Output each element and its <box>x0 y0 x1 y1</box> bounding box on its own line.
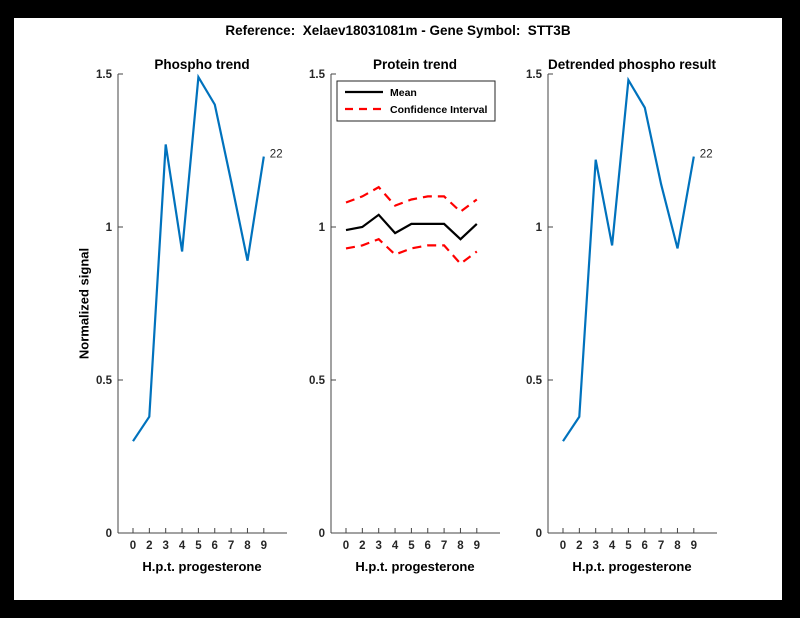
x-tick-label: 8 <box>674 540 681 552</box>
series-phospho-signal <box>132 73 265 442</box>
x-tick-label: 2 <box>359 540 365 552</box>
x-tick-label: 4 <box>179 540 186 552</box>
figure-title: Reference: Xelaev18031081m - Gene Symbol… <box>225 23 571 38</box>
y-tick-label: 1 <box>106 222 113 234</box>
x-tick-label: 8 <box>244 540 251 552</box>
legend-box <box>336 80 496 122</box>
x-tick-label: 5 <box>625 540 632 552</box>
x-tick-label: 5 <box>195 540 202 552</box>
x-tick-label: 5 <box>408 540 415 552</box>
subplot-detrended-title: Detrended phospho result <box>547 57 716 72</box>
x-tick-label: 2 <box>576 540 582 552</box>
series-confidence-interval-upper <box>345 185 478 214</box>
x-tick-label: 6 <box>642 540 648 552</box>
x-tick-label: 7 <box>658 540 664 552</box>
series-detrended-phospho-signal <box>562 76 695 442</box>
x-tick-label: 4 <box>609 540 616 552</box>
y-tick-label: 1.5 <box>96 69 113 81</box>
x-tick-label: 2 <box>146 540 152 552</box>
y-tick-label: 1 <box>319 222 326 234</box>
x-tick-label: 7 <box>228 540 234 552</box>
y-tick-label: 1.5 <box>309 69 326 81</box>
legend-label: Confidence Interval <box>390 104 488 116</box>
y-tick-label: 0.5 <box>309 375 326 387</box>
endpoint-label: 22 <box>700 149 713 161</box>
x-tick-label: 7 <box>441 540 447 552</box>
y-tick-label: 0 <box>319 528 325 540</box>
x-tick-label: 9 <box>261 540 267 552</box>
subplot-protein-trend-title: Protein trend <box>372 57 457 72</box>
series-mean <box>345 213 478 241</box>
x-axis-label-protein: H.p.t. progesterone <box>355 559 475 574</box>
y-tick-label: 1 <box>536 222 543 234</box>
x-tick-label: 3 <box>162 540 168 552</box>
x-tick-label: 0 <box>560 540 566 552</box>
x-tick-label: 3 <box>592 540 598 552</box>
y-tick-label: 0 <box>536 528 542 540</box>
y-tick-label: 0 <box>106 528 112 540</box>
figure-canvas: Reference: Xelaev18031081m - Gene Symbol… <box>14 18 782 600</box>
x-tick-label: 0 <box>130 540 136 552</box>
endpoint-label: 22 <box>270 149 283 161</box>
x-tick-label: 3 <box>375 540 381 552</box>
x-tick-label: 6 <box>212 540 218 552</box>
x-tick-label: 4 <box>392 540 399 552</box>
subplot-phospho-trend-title: Phospho trend <box>154 57 250 72</box>
series-confidence-interval-lower <box>345 237 478 266</box>
legend-label: Mean <box>390 87 417 99</box>
x-tick-label: 6 <box>425 540 431 552</box>
x-tick-label: 8 <box>457 540 464 552</box>
plot-area-phospho-trend: 00.511.50 2 3 4 5 6 7 8 922 <box>96 69 287 552</box>
y-tick-label: 1.5 <box>526 69 543 81</box>
x-tick-label: 0 <box>343 540 349 552</box>
y-tick-label: 0.5 <box>96 375 113 387</box>
x-tick-label: 9 <box>474 540 480 552</box>
x-axis-label-detrended: H.p.t. progesterone <box>572 559 692 574</box>
plot-area-detrended: 00.511.50 2 3 4 5 6 7 8 922 <box>526 69 717 552</box>
x-tick-label: 9 <box>691 540 697 552</box>
y-tick-label: 0.5 <box>526 375 543 387</box>
x-axis-label-phospho: H.p.t. progesterone <box>142 559 262 574</box>
